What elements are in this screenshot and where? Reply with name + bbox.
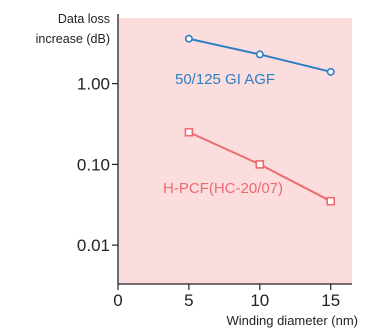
- series-1-point-2: [326, 196, 336, 206]
- series-1-point-1: [255, 160, 265, 169]
- x-tick-label-5: 5: [184, 291, 193, 310]
- x-tick-label-10: 10: [250, 291, 269, 310]
- y-tick-label-0: 0.01: [77, 236, 110, 255]
- x-tick-label-0: 0: [113, 291, 122, 310]
- series-0: 50/125 GI AGF: [175, 34, 335, 88]
- series-1-point-0: [184, 127, 194, 137]
- series-1-label: H-PCF(HC-20/07): [163, 180, 283, 197]
- series-layer: 50/125 GI AGF H-PCF(HC-20/07): [163, 34, 336, 206]
- y-tick-label-1: 0.10: [77, 155, 110, 174]
- y-axis-label: Data loss increase (dB): [36, 12, 110, 46]
- plot-background: [118, 18, 352, 284]
- series-0-label: 50/125 GI AGF: [175, 71, 275, 88]
- series-0-point-2: [326, 67, 335, 76]
- x-axis-label: Winding diameter (nm): [227, 313, 359, 328]
- series-0-point-1: [255, 50, 264, 59]
- y-axis-label-line-2: increase (dB): [36, 32, 110, 46]
- y-axis-label-line-1: Data loss: [58, 12, 110, 26]
- x-tick-label-15: 15: [321, 291, 340, 310]
- series-0-point-0: [184, 34, 193, 43]
- series-1: H-PCF(HC-20/07): [163, 127, 336, 206]
- y-tick-label-2: 1.00: [77, 75, 110, 94]
- axes: 0 5 10 15 0.01 0.10 1.00: [77, 14, 352, 310]
